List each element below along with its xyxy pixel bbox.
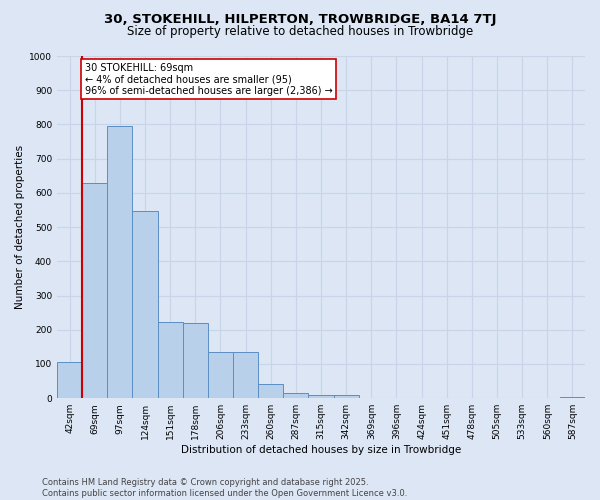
Bar [158,322,183,398]
Bar [334,396,359,398]
Text: Size of property relative to detached houses in Trowbridge: Size of property relative to detached ho… [127,25,473,38]
Bar [233,352,258,398]
Bar [208,352,233,398]
Bar [308,395,334,398]
Bar [283,393,308,398]
Text: Contains HM Land Registry data © Crown copyright and database right 2025.
Contai: Contains HM Land Registry data © Crown c… [42,478,407,498]
Bar [107,126,133,398]
Bar [57,362,82,398]
Bar [82,182,107,398]
X-axis label: Distribution of detached houses by size in Trowbridge: Distribution of detached houses by size … [181,445,461,455]
Bar [133,210,158,398]
Bar [560,397,585,398]
Text: 30 STOKEHILL: 69sqm
← 4% of detached houses are smaller (95)
96% of semi-detache: 30 STOKEHILL: 69sqm ← 4% of detached hou… [85,63,332,96]
Bar [258,384,283,398]
Bar [183,323,208,398]
Text: 30, STOKEHILL, HILPERTON, TROWBRIDGE, BA14 7TJ: 30, STOKEHILL, HILPERTON, TROWBRIDGE, BA… [104,12,496,26]
Y-axis label: Number of detached properties: Number of detached properties [15,145,25,309]
